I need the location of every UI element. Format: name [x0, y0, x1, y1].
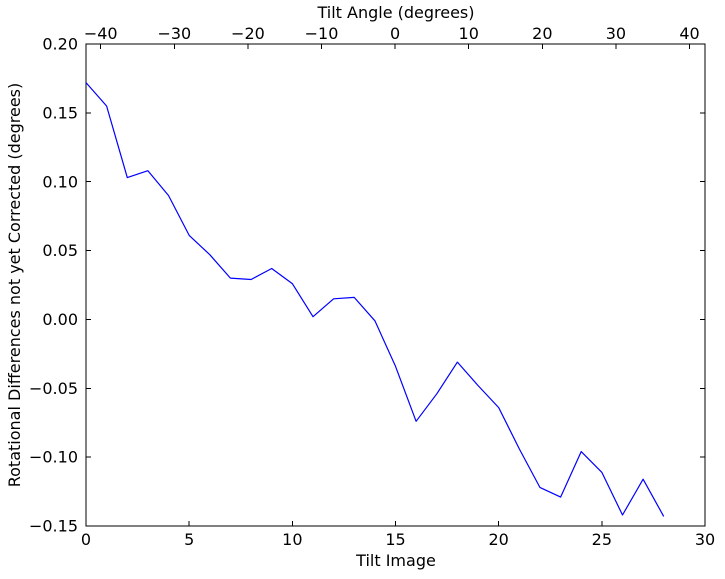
- x-tick-label: 25: [592, 530, 612, 549]
- x-tick-label: 30: [695, 530, 715, 549]
- tick-labels: 0 5 10 15 20 25 30 −40 −30 −20 −10 0 10 20 30 40 0.20 0.1…: [29, 24, 715, 549]
- rotation-difference-line: [85, 82, 665, 517]
- x-tick-label: 10: [282, 530, 302, 549]
- x-axis-title: Tilt Image: [355, 551, 436, 570]
- tick-marks: [85, 43, 706, 527]
- data-series: [85, 82, 665, 517]
- top-x-tick-label: −30: [157, 24, 191, 43]
- x-tick-label: 5: [184, 530, 194, 549]
- y-tick-label: 0.15: [42, 103, 78, 122]
- top-x-tick-label: 20: [532, 24, 552, 43]
- top-x-tick-label: 40: [679, 24, 699, 43]
- y-tick-label: 0.20: [42, 35, 78, 54]
- y-tick-label: −0.15: [29, 517, 78, 536]
- top-x-tick-label: −20: [231, 24, 265, 43]
- plot-border: [85, 43, 706, 527]
- top-x-tick-label: −10: [305, 24, 339, 43]
- y-tick-label: 0.00: [42, 310, 78, 329]
- y-tick-label: −0.05: [29, 379, 78, 398]
- x-tick-label: 15: [385, 530, 405, 549]
- y-tick-label: −0.10: [29, 448, 78, 467]
- top-x-tick-label: −40: [84, 24, 118, 43]
- x-tick-label: 20: [488, 530, 508, 549]
- top-axis-title: Tilt Angle (degrees): [316, 3, 474, 22]
- y-tick-label: 0.05: [42, 241, 78, 260]
- y-tick-label: 0.10: [42, 172, 78, 191]
- top-x-tick-label: 30: [606, 24, 626, 43]
- top-x-tick-label: 0: [390, 24, 400, 43]
- y-axis-title: Rotational Differences not yet Corrected…: [5, 83, 24, 488]
- top-x-tick-label: 10: [459, 24, 479, 43]
- x-tick-label: 0: [81, 530, 91, 549]
